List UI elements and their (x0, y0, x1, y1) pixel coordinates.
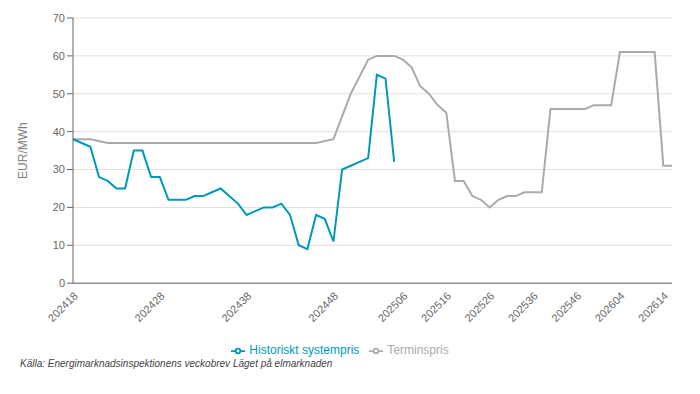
svg-text:60: 60 (53, 50, 65, 62)
svg-text:202448: 202448 (306, 290, 340, 324)
svg-text:202418: 202418 (45, 290, 79, 324)
svg-text:EUR/MWh: EUR/MWh (16, 122, 30, 179)
svg-text:20: 20 (53, 201, 65, 213)
html-text:Källa: Energimarknadsinspektio: Källa: Energimarknadsinspektionens vecko… (20, 358, 333, 369)
svg-text:10: 10 (53, 239, 65, 251)
svg-text:202506: 202506 (375, 290, 409, 324)
svg-text:30: 30 (53, 163, 65, 175)
svg-text:202526: 202526 (462, 290, 496, 324)
html-text:Historiskt systempris: Historiskt systempris (249, 343, 360, 358)
svg-text:202536: 202536 (506, 290, 540, 324)
svg-text:202516: 202516 (419, 290, 453, 324)
svg-text:202614: 202614 (636, 290, 670, 324)
svg-text:40: 40 (53, 126, 65, 138)
svg-text:50: 50 (53, 88, 65, 100)
svg-text:202546: 202546 (549, 290, 583, 324)
svg-text:0: 0 (59, 277, 65, 289)
svg-text:202428: 202428 (132, 290, 166, 324)
html-text:Terminspris: Terminspris (387, 343, 449, 358)
svg-text:202604: 202604 (592, 290, 626, 324)
svg-text:202438: 202438 (219, 290, 253, 324)
svg-text:70: 70 (53, 12, 65, 24)
